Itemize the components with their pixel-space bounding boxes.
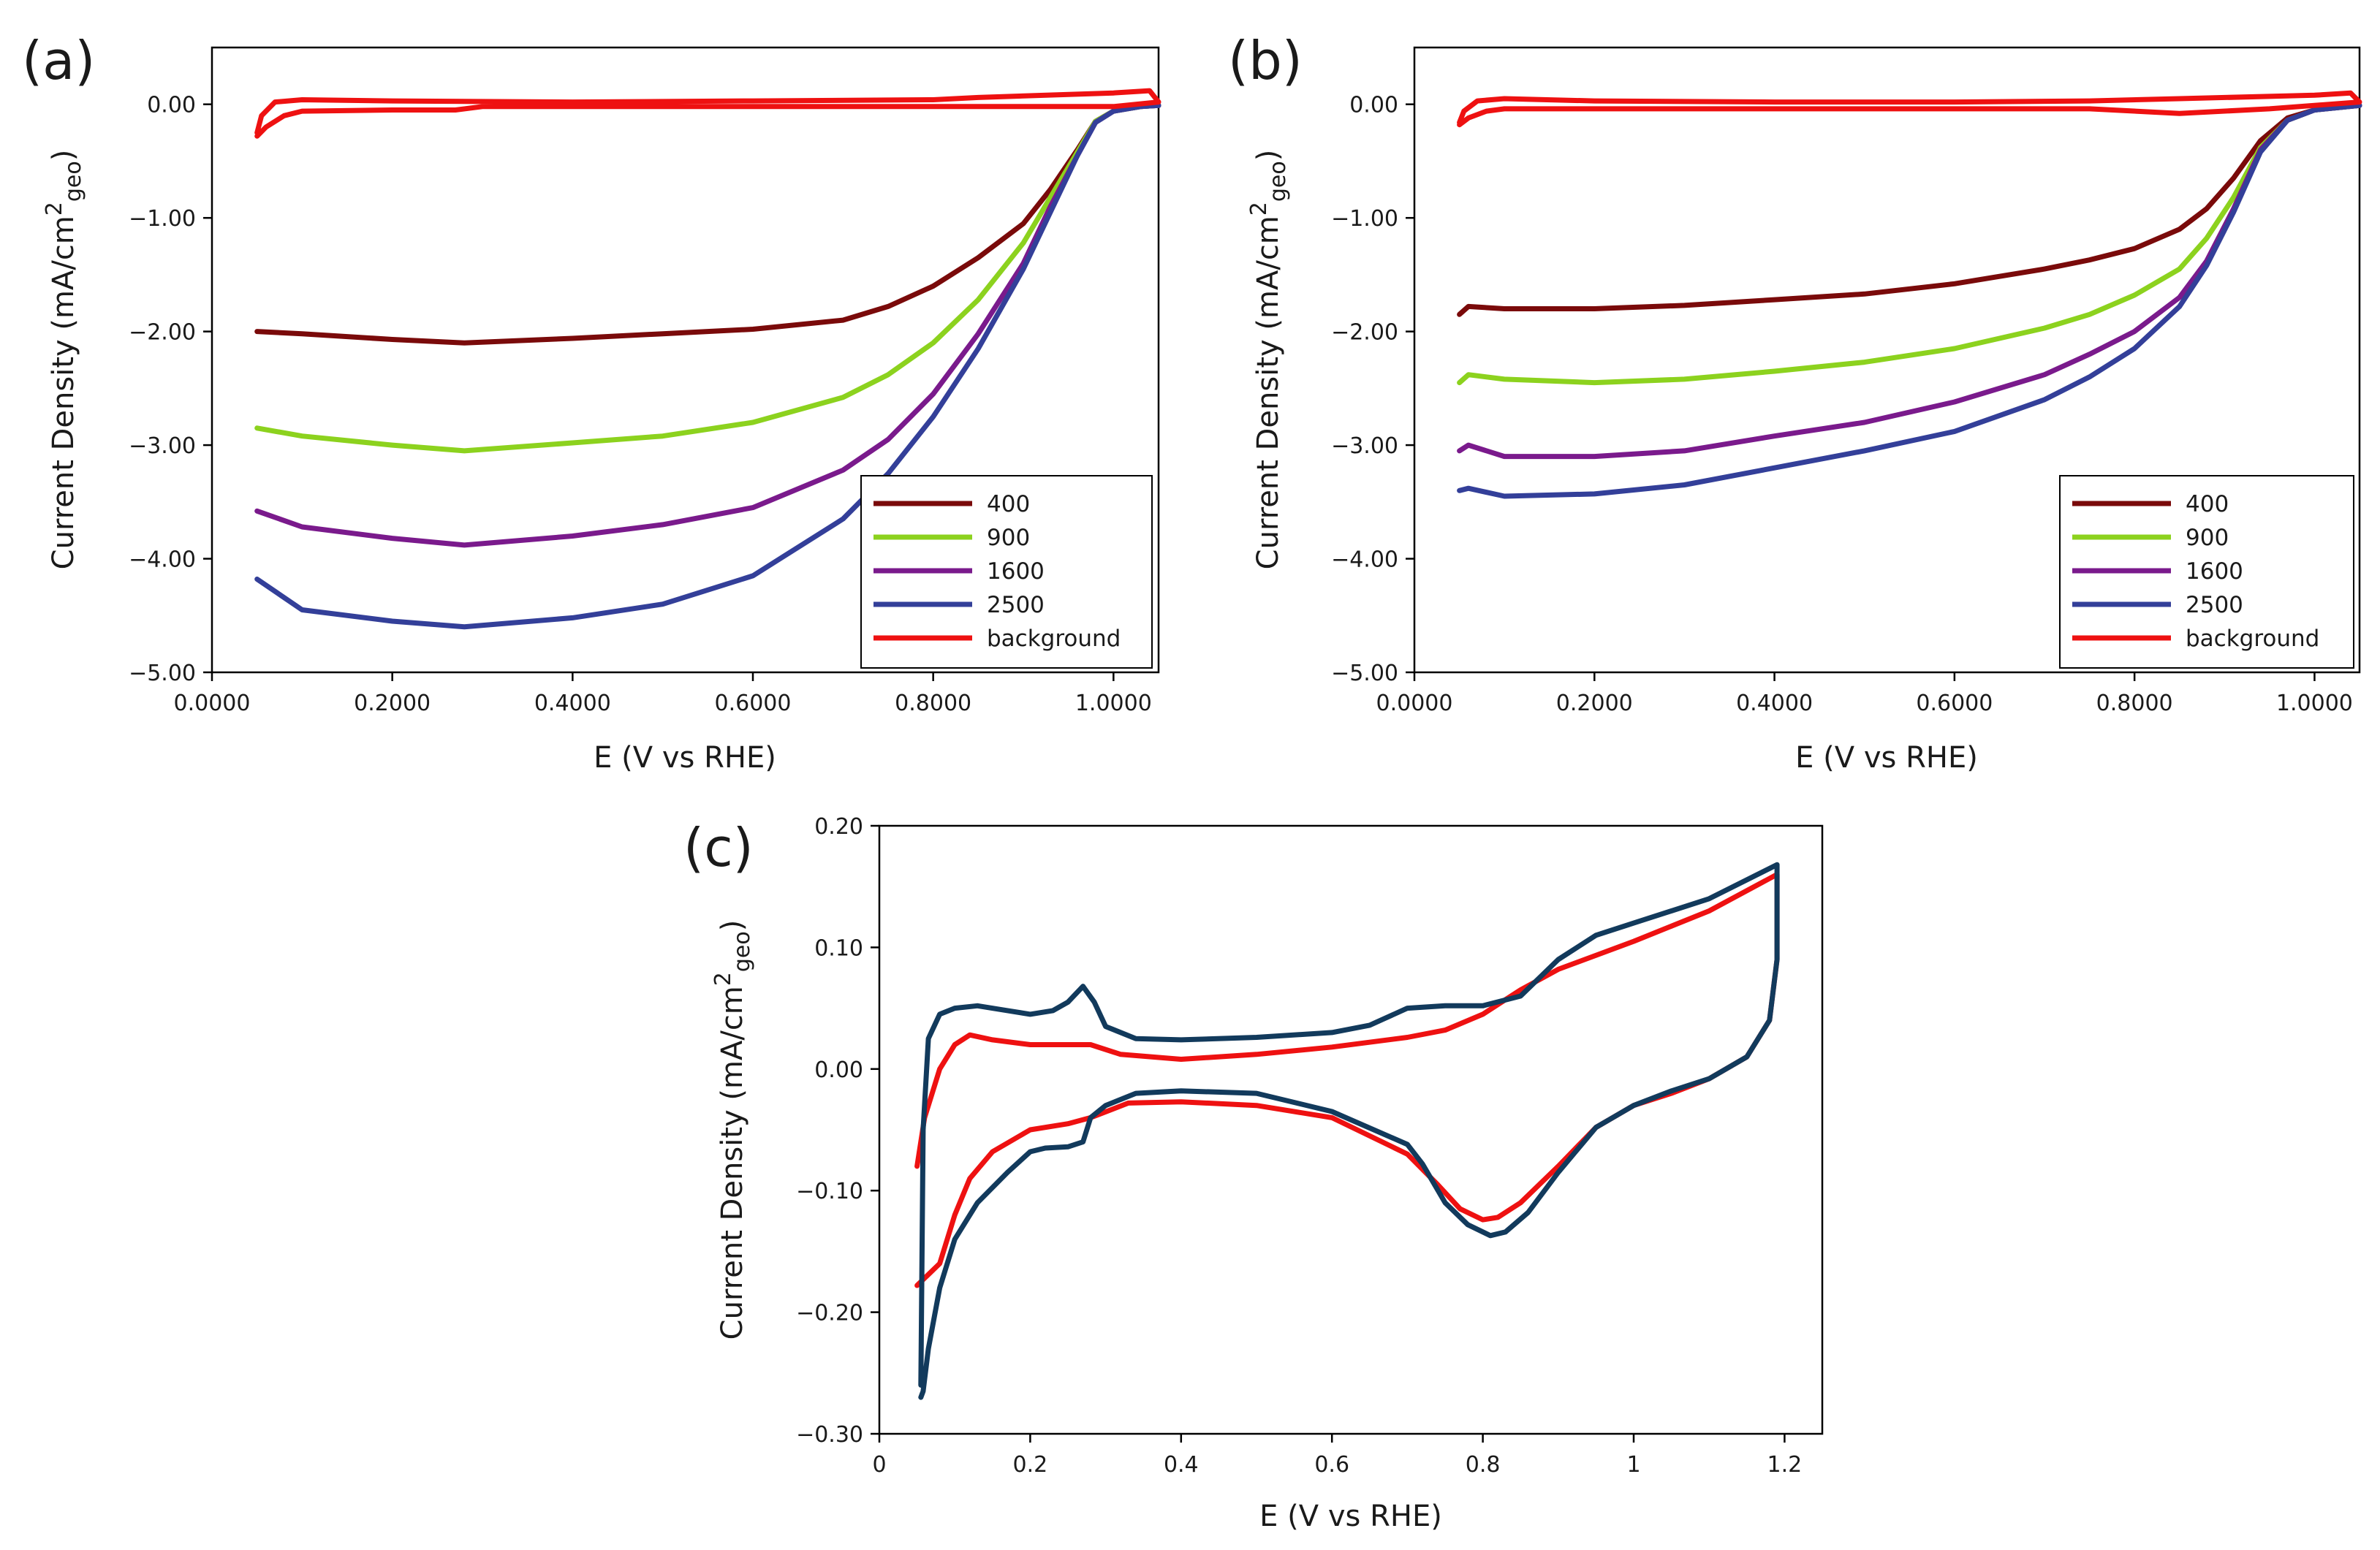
series-line-background [254,88,1161,139]
series-line-400 [1457,102,2362,317]
y-tick-label: −1.00 [1331,206,1398,232]
panel-a: (a) 0.0000 0.2000 0.4000 0.6000 0.8000 1.0000… [22,30,1161,775]
y-tick-label: −5.00 [1331,661,1398,686]
legend-label: 1600 [2186,558,2243,585]
legend: 400 900 1600 2500 background [860,475,1153,669]
x-tick-label: 1.2 [1767,1452,1803,1478]
y-tick-label: −3.00 [129,433,196,459]
y-axis-label: Current Density (mA/cm2geo) [42,150,86,570]
x-axis-ticks: 0.0000 0.2000 0.4000 0.6000 0.8000 1.0000 [1376,672,2353,716]
y-tick-label: −3.00 [1331,433,1398,459]
x-axis-ticks: 0 0.2 0.4 0.6 0.8 1 1.2 [872,1434,1802,1478]
series-lines [254,88,1161,630]
x-tick-label: 0.6 [1314,1452,1349,1478]
y-tick-label: −0.10 [796,1179,863,1204]
panel-c: (c) 0 0.2 0.4 0.6 0.8 1 1.2 0.20 0.10 0.00 −0.10 −… [683,814,1824,1533]
y-axis-ticks: 0.00 −1.00 −2.00 −3.00 −4.00 −5.00 [1331,93,1414,686]
legend-label: background [2186,626,2319,652]
x-axis-ticks: 0.0000 0.2000 0.4000 0.6000 0.8000 1.0000 [174,672,1152,716]
panel-label: (b) [1228,30,1303,91]
x-tick-label: 1.0000 [2276,691,2353,716]
series-line [918,862,1780,1400]
series-lines [914,862,1780,1400]
x-tick-label: 1.0000 [1075,691,1152,716]
y-tick-label: 0.00 [147,93,196,118]
x-tick-label: 0.4 [1164,1452,1199,1478]
panel-b: (b) 0.0000 0.2000 0.4000 0.6000 0.8000 1.0000… [1228,30,2362,775]
series-line-2500 [254,102,1161,630]
y-axis-ticks: 0.20 0.10 0.00 −0.10 −0.20 −0.30 [796,814,879,1448]
series-line-900 [1457,102,2362,386]
series-line-900 [254,102,1161,454]
x-tick-label: 0.6000 [1916,691,1993,716]
x-tick-label: 0.2000 [1556,691,1633,716]
legend-label: 1600 [987,558,1045,585]
legend: 400 900 1600 2500 background [2059,475,2354,669]
legend-label: 900 [2186,525,2229,551]
y-tick-label: −2.00 [1331,320,1398,346]
x-tick-label: 0.8000 [2096,691,2173,716]
y-tick-label: 0.20 [814,814,863,840]
y-tick-label: −1.00 [129,206,196,232]
legend-label: 400 [2186,491,2229,517]
x-axis-label: E (V vs RHE) [1259,1500,1442,1533]
legend-label: 900 [987,525,1030,551]
plot-frame [878,824,1824,1435]
x-tick-label: 0.4000 [534,691,611,716]
x-tick-label: 0 [872,1452,886,1478]
legend-label: background [987,626,1121,652]
y-axis-label: Current Density (mA/cm2geo) [1246,150,1291,570]
x-tick-label: 0.2 [1013,1452,1048,1478]
y-tick-label: 0.10 [814,935,863,961]
series-line [914,872,1780,1288]
x-tick-label: 0.8000 [895,691,971,716]
y-tick-label: −0.20 [796,1301,863,1326]
series-line-background [1457,90,2362,128]
x-tick-label: 0.2000 [354,691,431,716]
plot-frame [1413,46,2361,674]
y-tick-label: −4.00 [129,547,196,573]
y-tick-label: −4.00 [1331,547,1398,573]
x-axis-label: E (V vs RHE) [1795,741,1978,775]
panel-label: (a) [22,30,95,91]
series-line-400 [254,102,1161,346]
x-tick-label: 0.8 [1466,1452,1501,1478]
x-tick-label: 1 [1626,1452,1640,1478]
y-tick-label: 0.00 [1349,93,1398,118]
legend-label: 2500 [987,592,1045,618]
y-tick-label: −2.00 [129,320,196,346]
legend-label: 2500 [2186,592,2243,618]
plot-frame [211,46,1160,674]
y-axis-ticks: 0.00 −1.00 −2.00 −3.00 −4.00 −5.00 [129,93,212,686]
y-tick-label: −5.00 [129,661,196,686]
x-tick-label: 0.4000 [1736,691,1813,716]
x-axis-label: E (V vs RHE) [594,741,776,775]
legend-label: 400 [987,491,1030,517]
x-tick-label: 0.0000 [1376,691,1453,716]
series-line-2500 [1457,102,2362,499]
y-tick-label: 0.00 [814,1057,863,1083]
x-tick-label: 0.6000 [715,691,792,716]
y-tick-label: −0.30 [796,1422,863,1448]
panel-label: (c) [683,817,754,878]
series-lines [1457,90,2362,499]
y-axis-label: Current Density (mA/cm2geo) [710,920,755,1340]
series-line-1600 [1457,102,2362,460]
x-tick-label: 0.0000 [174,691,251,716]
